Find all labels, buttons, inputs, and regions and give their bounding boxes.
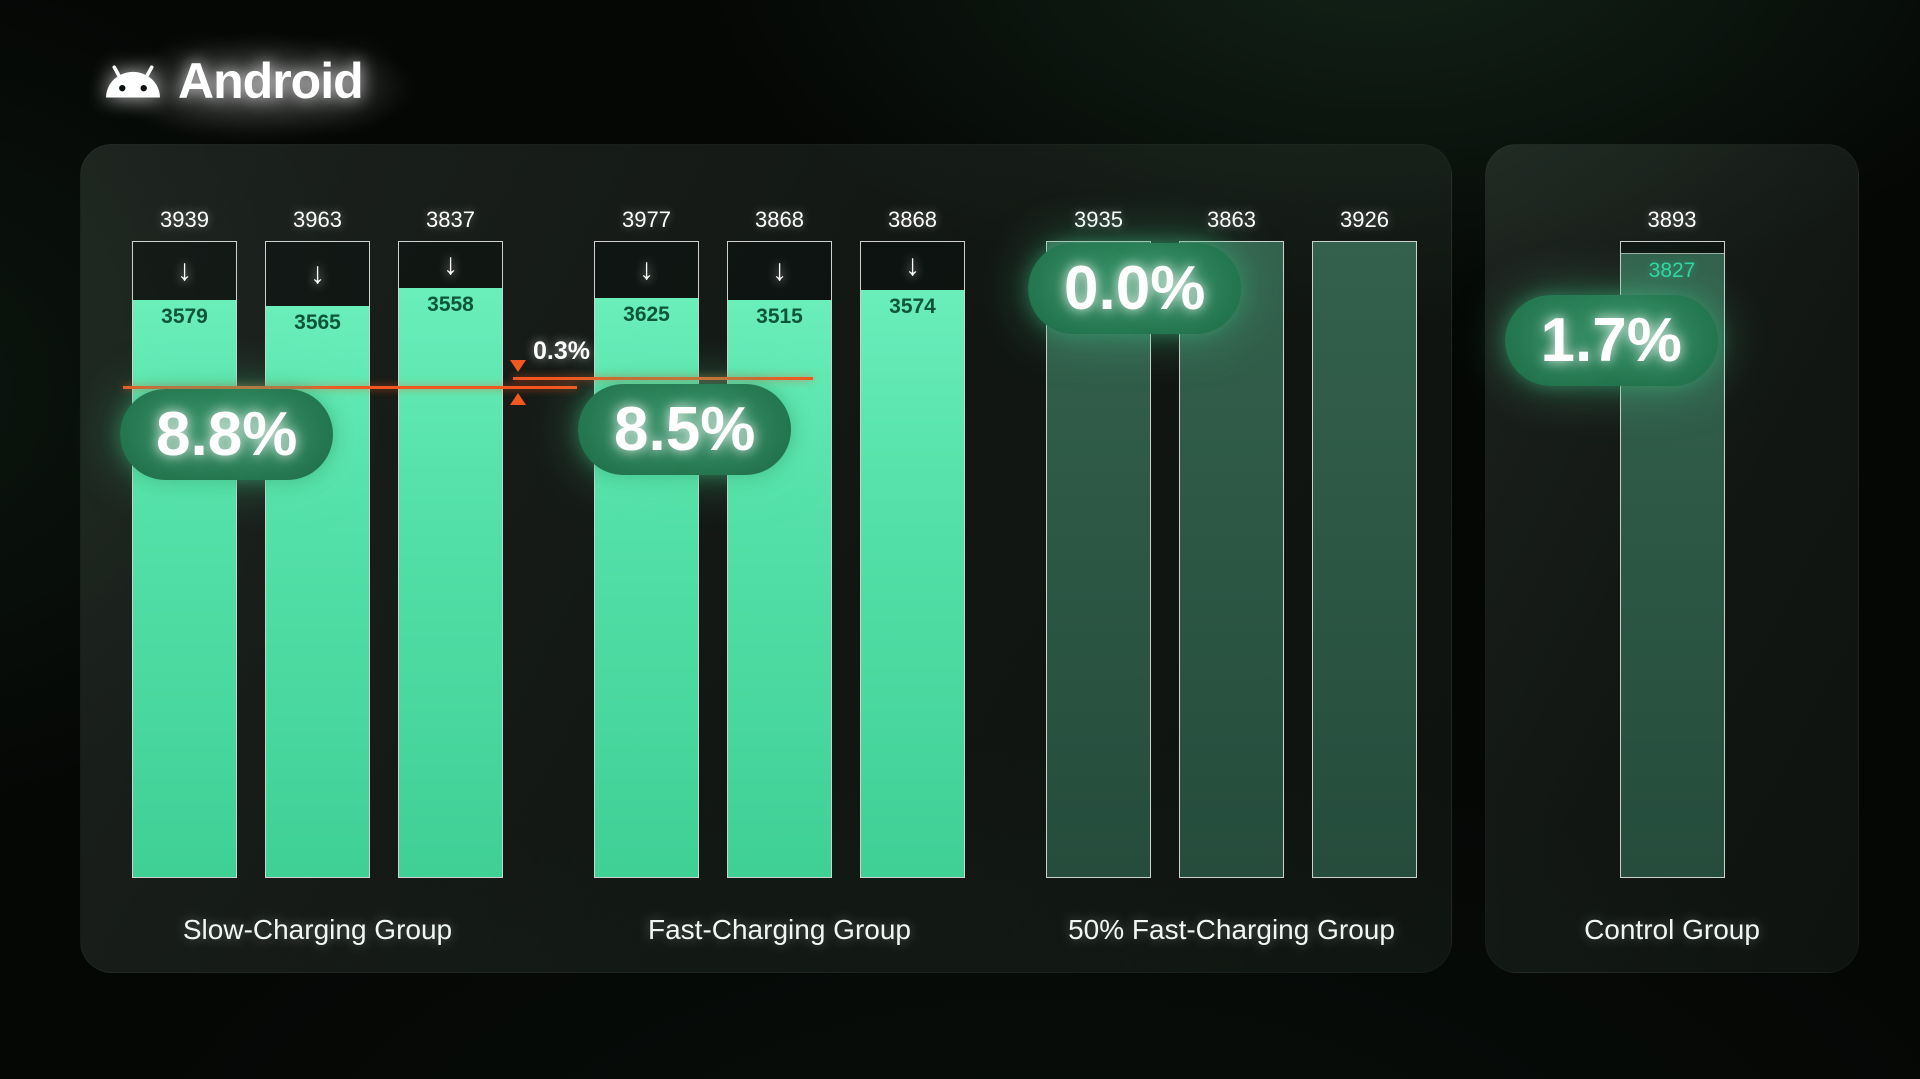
capacity-bar xyxy=(1312,241,1417,878)
capacity-bar: ↓ 3625 xyxy=(594,241,699,878)
bar-final-value: 3625 xyxy=(623,303,670,326)
bar-initial-value: 3977 xyxy=(622,207,671,232)
bar-empty-region: ↓ xyxy=(595,242,698,298)
control-group-wrap: 3893 3827 1.7% Control Group xyxy=(1486,207,1858,946)
bar-final-value: 3574 xyxy=(889,295,936,318)
bar-final-value: 3558 xyxy=(427,293,474,316)
bar-initial-value: 3935 xyxy=(1074,207,1123,232)
bars-row: 3977 ↓ 3625 3868 ↓ 3515 3868 ↓ 3574 8.5% xyxy=(578,207,965,878)
bar-column: 3939 ↓ 3579 xyxy=(132,207,237,878)
capacity-bar xyxy=(1179,241,1284,878)
bar-column: 3868 ↓ 3574 xyxy=(860,207,965,878)
bar-initial-value: 3939 xyxy=(160,207,209,232)
logo-text: Android xyxy=(178,53,364,109)
bar-empty-region: ↓ xyxy=(133,242,236,300)
capacity-bar: ↓ 3558 xyxy=(398,241,503,878)
bar-group: 3935 3863 3926 0.0% 50% Fast-Charging Group xyxy=(1028,207,1417,946)
bar-column: 3935 xyxy=(1046,207,1151,878)
bar-fill xyxy=(1047,242,1150,877)
bar-fill xyxy=(1313,242,1416,877)
main-panel: 3939 ↓ 3579 3963 ↓ 3565 3837 ↓ 3558 8.8% Slow-Char… xyxy=(80,144,1452,973)
bar-fill: 3558 xyxy=(399,288,502,877)
loss-badge: 1.7% xyxy=(1504,295,1718,386)
android-icon xyxy=(106,65,160,98)
bar-fill: 3574 xyxy=(861,290,964,877)
down-arrow-icon: ↓ xyxy=(905,249,920,282)
bar-fill xyxy=(1180,242,1283,877)
bar-column: 3837 ↓ 3558 xyxy=(398,207,503,878)
bar-fill: 3579 xyxy=(133,300,236,877)
bar-final-value: 3565 xyxy=(294,311,341,334)
bar-empty-region: ↓ xyxy=(728,242,831,300)
group-label: Slow-Charging Group xyxy=(182,914,453,945)
bar-empty-region xyxy=(1621,242,1724,253)
capacity-bar: ↓ 3574 xyxy=(860,241,965,878)
capacity-bar: ↓ 3515 xyxy=(727,241,832,878)
bar-empty-region: ↓ xyxy=(266,242,369,306)
capacity-bar xyxy=(1046,241,1151,878)
bars-row: 3939 ↓ 3579 3963 ↓ 3565 3837 ↓ 3558 8.8% xyxy=(120,207,503,878)
bar-group: 3939 ↓ 3579 3963 ↓ 3565 3837 ↓ 3558 8.8% Slow-Char… xyxy=(120,207,503,946)
bar-empty-region: ↓ xyxy=(861,242,964,290)
bar-column: 3926 xyxy=(1312,207,1417,878)
loss-badge: 8.8% xyxy=(120,389,334,480)
down-arrow-icon: ↓ xyxy=(177,254,192,287)
bar-column: 3977 ↓ 3625 xyxy=(594,207,699,878)
bar-initial-value: 3868 xyxy=(755,207,804,232)
android-logo: Android xyxy=(52,18,472,158)
bar-group: 3893 3827 1.7% Control Group xyxy=(1504,207,1760,946)
bar-column: 3963 ↓ 3565 xyxy=(265,207,370,878)
bar-initial-value: 3893 xyxy=(1647,207,1697,232)
bar-final-value: 3579 xyxy=(161,305,208,328)
group-label: 50% Fast-Charging Group xyxy=(1068,914,1395,945)
bars-row: 3893 3827 1.7% xyxy=(1504,207,1725,878)
group-label: Fast-Charging Group xyxy=(647,914,911,945)
control-panel: 3893 3827 1.7% Control Group xyxy=(1485,144,1859,973)
bar-initial-value: 3926 xyxy=(1340,207,1389,232)
loss-badge: 8.5% xyxy=(578,384,792,475)
loss-badge: 0.0% xyxy=(1028,243,1242,334)
bars-row: 3935 3863 3926 0.0% xyxy=(1028,207,1417,878)
down-arrow-icon: ↓ xyxy=(310,257,325,290)
bar-group: 3977 ↓ 3625 3868 ↓ 3515 3868 ↓ 3574 8.5% Fast-Char… xyxy=(578,207,965,946)
bar-initial-value: 3868 xyxy=(888,207,937,232)
bar-final-value: 3827 xyxy=(1648,259,1696,282)
bar-initial-value: 3837 xyxy=(426,207,475,232)
down-arrow-icon: ↓ xyxy=(772,254,787,287)
bar-column: 3863 xyxy=(1179,207,1284,878)
capacity-bar: ↓ 3565 xyxy=(265,241,370,878)
down-arrow-icon: ↓ xyxy=(443,248,458,281)
capacity-bar: ↓ 3579 xyxy=(132,241,237,878)
group-label: Control Group xyxy=(1584,914,1760,945)
bar-empty-region: ↓ xyxy=(399,242,502,288)
bar-initial-value: 3863 xyxy=(1207,207,1256,232)
bar-groups: 3939 ↓ 3579 3963 ↓ 3565 3837 ↓ 3558 8.8% Slow-Char… xyxy=(120,207,1417,946)
bar-final-value: 3515 xyxy=(756,305,803,328)
bar-column: 3868 ↓ 3515 xyxy=(727,207,832,878)
down-arrow-icon: ↓ xyxy=(639,253,654,286)
bar-initial-value: 3963 xyxy=(293,207,342,232)
